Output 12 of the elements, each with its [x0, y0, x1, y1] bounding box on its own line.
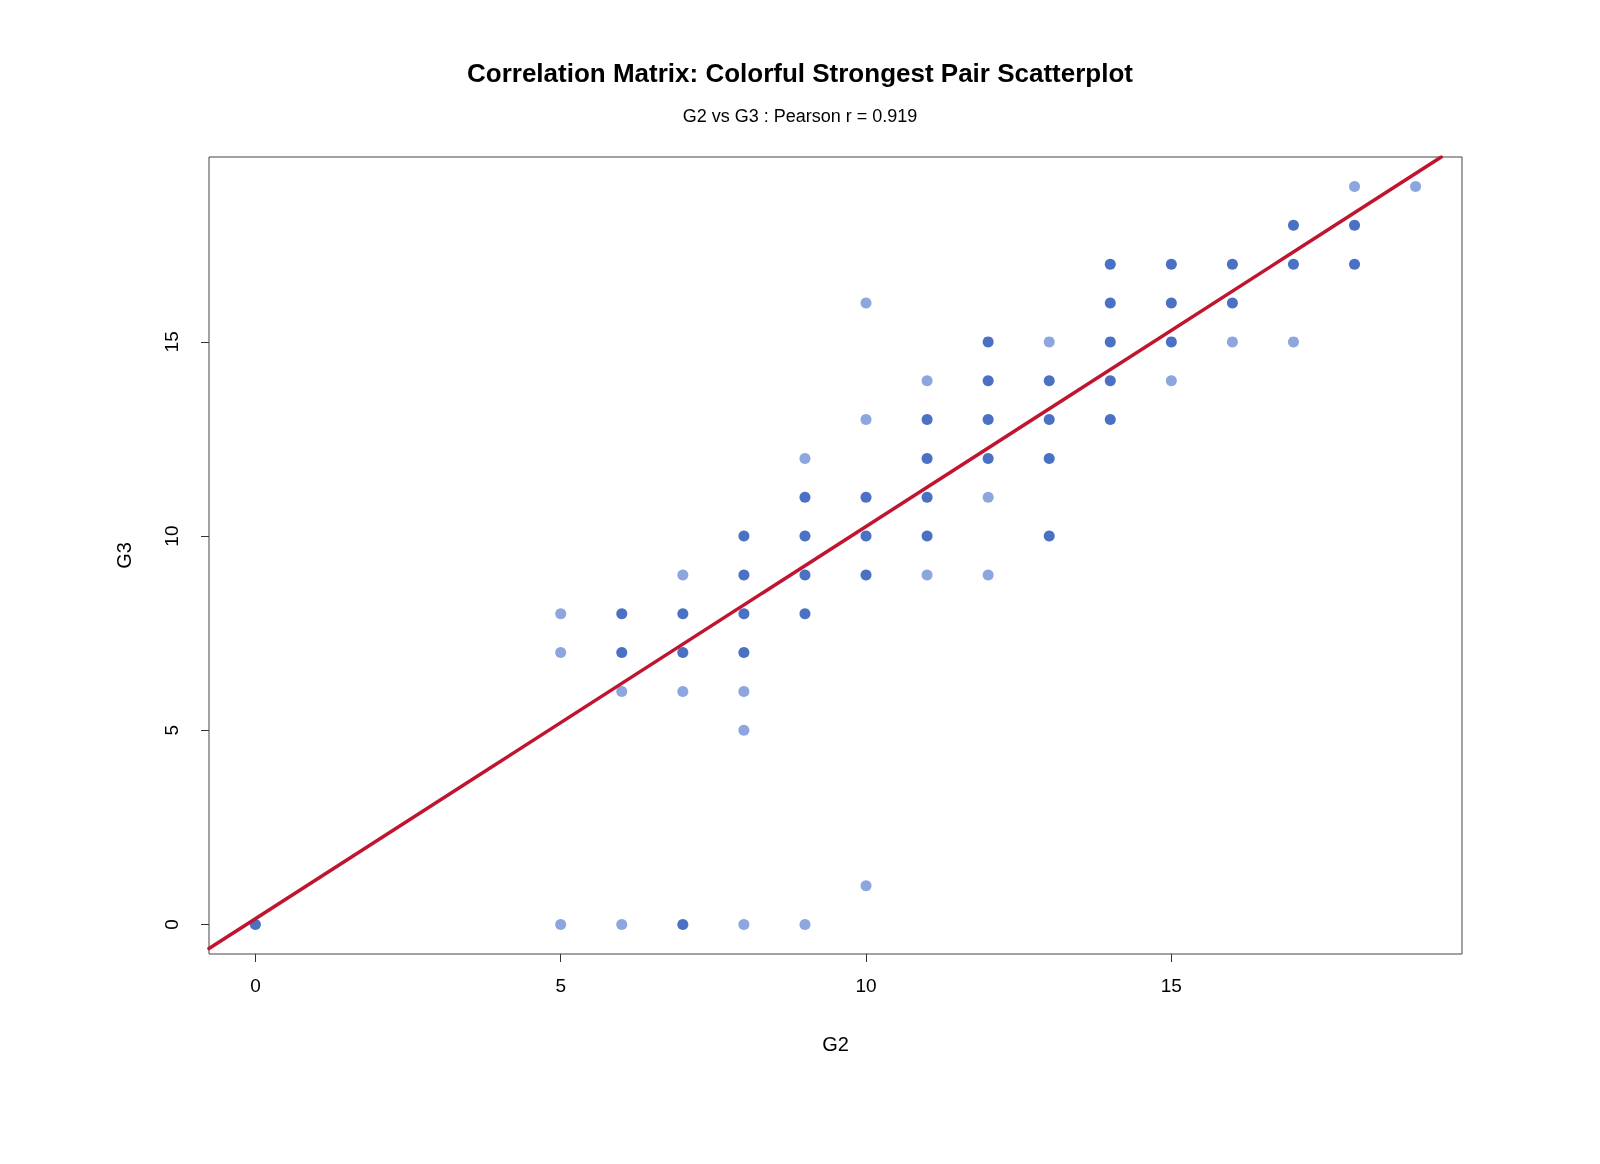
- x-axis-title: G2: [822, 1033, 849, 1055]
- chart-subtitle: G2 vs G3 : Pearson r = 0.919: [682, 106, 918, 126]
- y-axis-title: G3: [113, 542, 135, 569]
- chart-title: Correlation Matrix: Colorful Strongest Pair Scatterplot: [467, 58, 1134, 88]
- y-tick-label: 5: [161, 724, 182, 736]
- x-tick-label: 15: [1160, 975, 1182, 996]
- x-tick-label: 5: [555, 975, 567, 996]
- x-tick-label: 0: [250, 975, 261, 996]
- y-tick-label: 15: [161, 331, 182, 353]
- y-tick-label: 10: [161, 525, 182, 547]
- x-tick-label: 10: [855, 975, 877, 996]
- y-tick-label: 0: [161, 919, 182, 930]
